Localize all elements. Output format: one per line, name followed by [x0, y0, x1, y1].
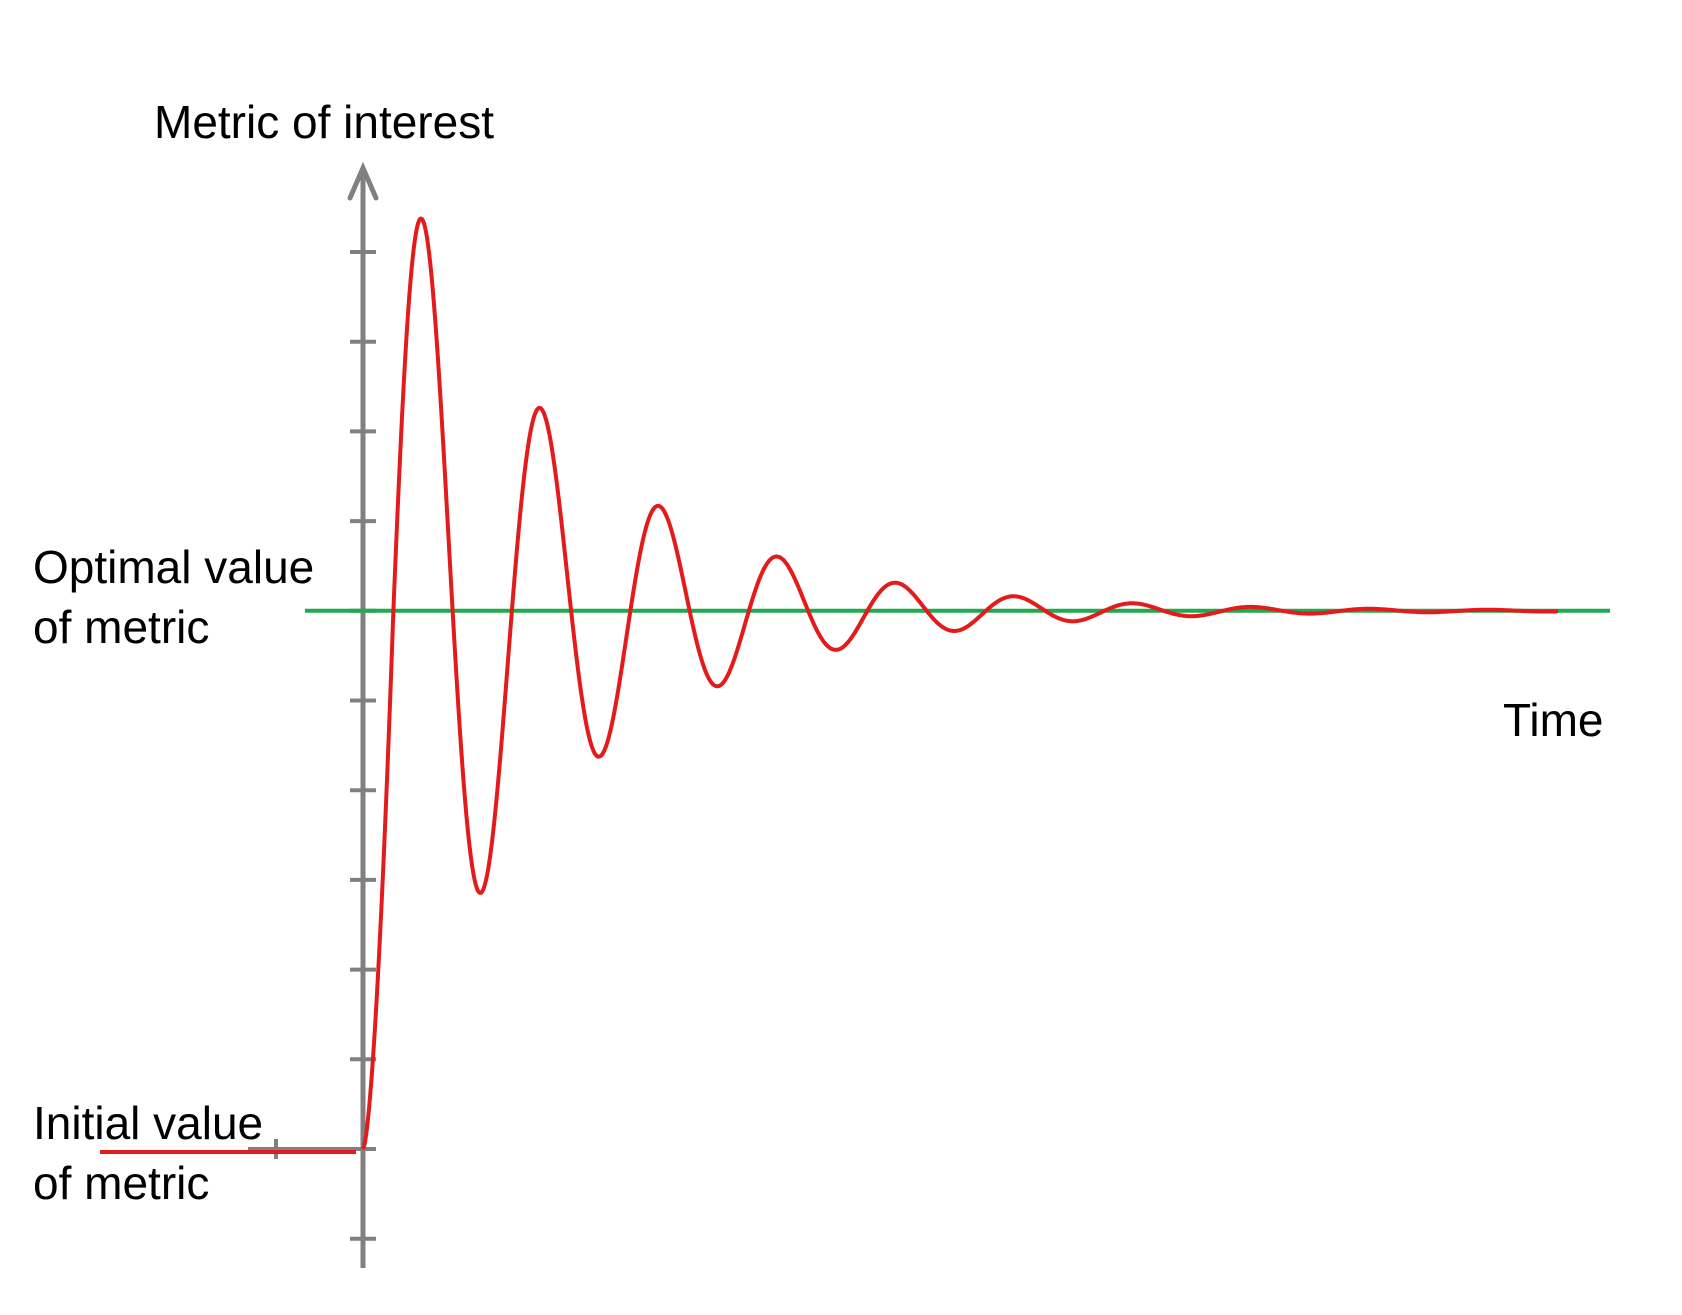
response-curve	[361, 216, 1559, 1150]
optimal-label-line1: Optimal value	[33, 541, 315, 593]
arrow-up-icon	[347, 161, 379, 201]
y-axis	[248, 161, 379, 1268]
y-axis-label: Metric of interest	[154, 96, 494, 148]
initial-label-line1: Initial value	[33, 1097, 264, 1149]
optimal-value-label: Optimal value of metric	[33, 537, 314, 657]
initial-label-line2: of metric	[33, 1157, 210, 1209]
x-axis-label: Time	[1503, 694, 1604, 746]
initial-value-label: Initial value of metric	[33, 1093, 263, 1213]
optimal-label-line2: of metric	[33, 601, 210, 653]
